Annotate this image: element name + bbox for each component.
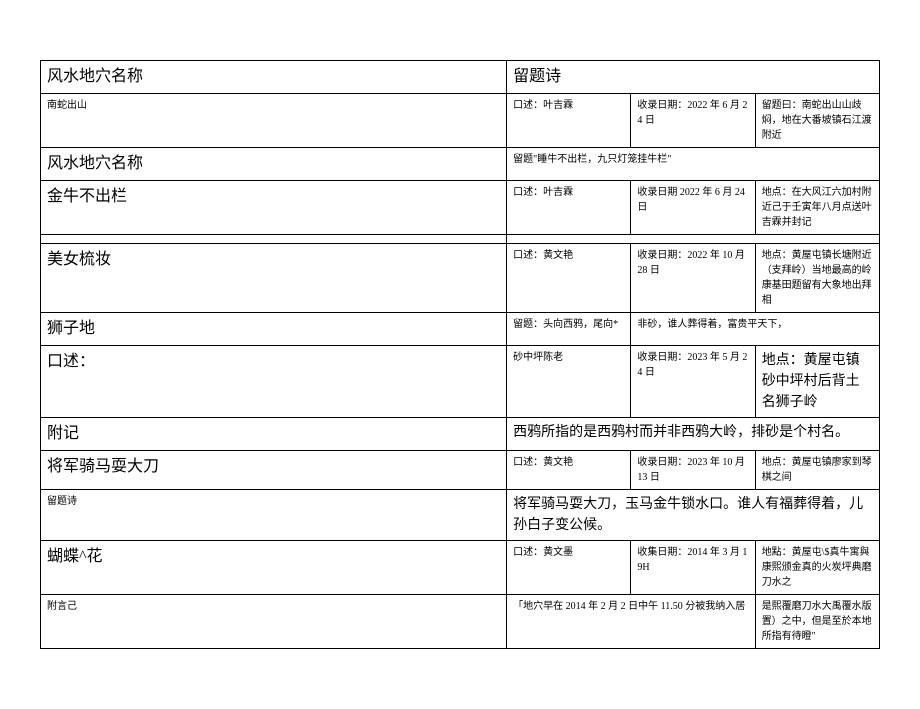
table-cell: 南蛇出山 <box>41 94 507 148</box>
table-cell: 口述： <box>41 346 507 418</box>
table-cell: 留题诗 <box>507 61 880 94</box>
table-row <box>41 235 880 244</box>
table-cell: 收录日期：2022 年 10 月 28 日 <box>631 244 755 313</box>
table-row: 风水地穴名称留题"睡牛不出栏，九只灯笼挂牛栏" <box>41 148 880 181</box>
table-cell: 是熙覆磨刀水大禹覆水版置）之中，但是至於本地所指有待瞪" <box>755 595 879 649</box>
table-cell: 口述：黄文艳 <box>507 244 631 313</box>
table-cell: 收录日期：2022 年 6 月 24 日 <box>631 94 755 148</box>
table-cell: 留题：头向西鸦，尾向* <box>507 313 631 346</box>
table-cell: 地点：黄屋屯镇长塘附近（支拜岭）当地最高的岭康基田题留有大象地出拜相 <box>755 244 879 313</box>
table-cell: 地点：黄屋屯镇砂中坪村后背土名狮子岭 <box>755 346 879 418</box>
table-cell: 附记 <box>41 418 507 451</box>
table-cell: 收集日期：2014 年 3 月 19H <box>631 541 755 595</box>
table-cell: 口述：黄文艳 <box>507 451 631 490</box>
table-cell: 风水地穴名称 <box>41 61 507 94</box>
table-cell: 收录日期：2023 年 10 月 13 日 <box>631 451 755 490</box>
table-cell: 口述：黄文墨 <box>507 541 631 595</box>
table-cell: 「地穴早在 2014 年 2 月 2 日中午 11.50 分被我纳入居 <box>507 595 756 649</box>
table-cell: 西鸦所指的是西鸦村而并非西鸦大岭，排砂是个村名。 <box>507 418 880 451</box>
table-cell: 地點：黄屋屯\$真牛寓與康熙颁金真的火炭坪典磨刀水之 <box>755 541 879 595</box>
table-row: 将军骑马耍大刀口述：黄文艳收录日期：2023 年 10 月 13 日地点：黄屋屯… <box>41 451 880 490</box>
table-cell: 将军骑马耍大刀，玉马金牛锁水口。谁人有福葬得着，儿孙白子变公候。 <box>507 490 880 541</box>
table-cell: 地点：在大风江六加村附近己于壬寅年八月点送叶吉霖并封记 <box>755 181 879 235</box>
table-cell: 留题诗 <box>41 490 507 541</box>
table-cell: 美女梳妆 <box>41 244 507 313</box>
table-row: 美女梳妆口述：黄文艳收录日期：2022 年 10 月 28 日地点：黄屋屯镇长塘… <box>41 244 880 313</box>
table-cell: 收录日期：2023 年 5 月 24 日 <box>631 346 755 418</box>
table-cell: 地点：黄屋屯镇廖家到琴棋之间 <box>755 451 879 490</box>
table-row: 附记西鸦所指的是西鸦村而并非西鸦大岭，排砂是个村名。 <box>41 418 880 451</box>
table-row: 风水地穴名称留题诗 <box>41 61 880 94</box>
fengshui-table: 风水地穴名称留题诗南蛇出山口述：叶吉霖收录日期：2022 年 6 月 24 日留… <box>40 60 880 649</box>
table-row: 南蛇出山口述：叶吉霖收录日期：2022 年 6 月 24 日留题曰：南蛇出山山歧… <box>41 94 880 148</box>
table-row: 蝴蝶^花口述：黄文墨收集日期：2014 年 3 月 19H地點：黄屋屯\$真牛寓… <box>41 541 880 595</box>
table-cell <box>41 235 507 244</box>
table-cell: 收录日期 2022 年 6 月 24 日 <box>631 181 755 235</box>
table-row: 附言己「地穴早在 2014 年 2 月 2 日中午 11.50 分被我纳入居是熙… <box>41 595 880 649</box>
table-cell: 留题"睡牛不出栏，九只灯笼挂牛栏" <box>507 148 880 181</box>
table-cell: 口述：叶吉霖 <box>507 181 631 235</box>
table-row: 金牛不出栏口述：叶吉霖收录日期 2022 年 6 月 24 日地点：在大风江六加… <box>41 181 880 235</box>
table-cell <box>507 235 880 244</box>
table-cell: 砂中坪陈老 <box>507 346 631 418</box>
table-cell: 蝴蝶^花 <box>41 541 507 595</box>
table-cell: 金牛不出栏 <box>41 181 507 235</box>
table-row: 口述：砂中坪陈老收录日期：2023 年 5 月 24 日地点：黄屋屯镇砂中坪村后… <box>41 346 880 418</box>
table-row: 狮子地留题：头向西鸦，尾向*非砂，谁人葬得着，富贵平天下， <box>41 313 880 346</box>
table-cell: 留题曰：南蛇出山山歧焖，地在大番坡镇石江渡附近 <box>755 94 879 148</box>
table-cell: 风水地穴名称 <box>41 148 507 181</box>
table-cell: 口述：叶吉霖 <box>507 94 631 148</box>
table-row: 留题诗将军骑马耍大刀，玉马金牛锁水口。谁人有福葬得着，儿孙白子变公候。 <box>41 490 880 541</box>
table-cell: 将军骑马耍大刀 <box>41 451 507 490</box>
table-cell: 非砂，谁人葬得着，富贵平天下， <box>631 313 880 346</box>
table-cell: 狮子地 <box>41 313 507 346</box>
table-cell: 附言己 <box>41 595 507 649</box>
